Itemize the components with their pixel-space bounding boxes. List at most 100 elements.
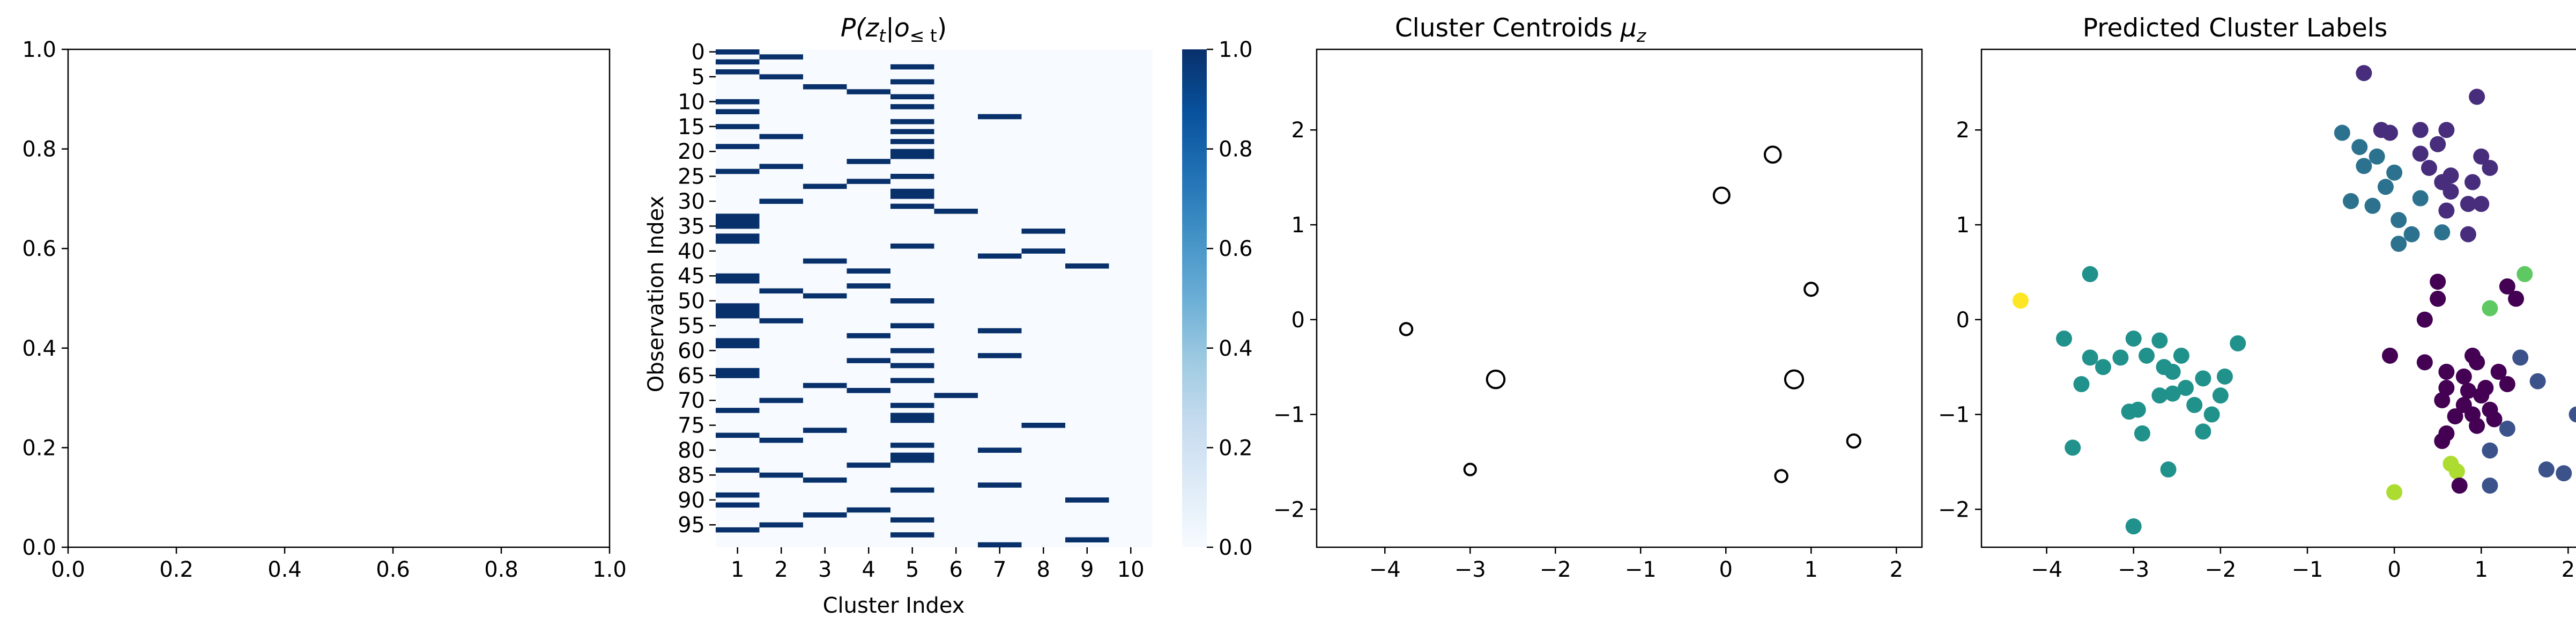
heatmap-ylabel: Observation Index [644,196,669,392]
empty-xtick-label: 1.0 [592,557,627,582]
heatmap-cell [759,164,803,170]
heatmap-cell [890,149,934,155]
heatmap-cell [716,368,760,373]
labeled-point [2139,347,2155,364]
centroids-ytick-label: −2 [1273,497,1305,522]
heatmap-cell [803,477,847,483]
heatmap-cell [716,109,760,114]
heatmap-cell [890,139,934,144]
centroid-point [1463,462,1477,476]
centroid-point [1712,186,1731,204]
heatmap-cell [1021,248,1065,254]
heatmap-ytick-label: 45 [678,264,705,289]
heatmap-xtick-label: 1 [731,557,744,582]
labels-xtick-label: −2 [2204,557,2236,582]
labeled-point [2343,193,2359,209]
heatmap-cell [759,134,803,139]
predicted-labels-title: Predicted Cluster Labels [2083,13,2388,43]
labeled-point [2391,212,2407,229]
heatmap-cell [890,188,934,194]
labeled-point [2538,461,2555,478]
heatmap-cell [890,79,934,85]
heatmap-cell [759,199,803,204]
heatmap-cell [716,124,760,129]
labeled-point [2430,136,2446,152]
centroid-point [1763,145,1782,164]
predicted-labels-panel: Predicted Cluster Labels −4 −3 −2 −1 0 1 2 −2 −1… [1938,13,2576,582]
empty-xtick-label: 0.6 [376,557,410,582]
labeled-point [2151,387,2168,404]
labeled-point [2164,385,2181,402]
colorbar-tick-label: 0.2 [1219,436,1253,460]
centroids-ytick-label: −1 [1273,403,1305,428]
heatmap-ytick-label: 40 [678,239,705,264]
heatmap-cell [716,214,760,219]
heatmap-cell [890,129,934,135]
labeled-point [2160,461,2177,478]
empty-ytick-label: 0.4 [22,336,56,361]
heatmap-cell [847,358,890,363]
heatmap-cell [803,293,847,299]
empty-xtick-label: 0.2 [159,557,194,582]
labels-ytick-label: −2 [1938,497,1970,522]
colorbar-tick-label: 1.0 [1219,38,1253,62]
labeled-point [2469,89,2485,105]
labeled-point [2065,439,2081,456]
heatmap-cell [890,243,934,249]
heatmap-cell [1065,263,1109,269]
heatmap-cell [978,353,1022,358]
heatmap-cell [890,119,934,124]
centroid-point [1774,469,1788,483]
labeled-point [2416,354,2433,371]
centroid-point [1486,369,1506,390]
heatmap-cell [890,64,934,70]
heatmap-xtick-label: 8 [1037,557,1050,582]
heatmap-xtick-label: 3 [818,557,832,582]
labeled-point [2334,124,2350,141]
heatmap-cell [847,333,890,339]
heatmap-panel: P(zt|o≤ t) Cluster Index Observation Ind… [644,13,1253,618]
heatmap-cell [978,114,1022,120]
colorbar-tick-label: 0.6 [1219,237,1253,261]
heatmap-cell [978,482,1022,488]
labeled-point [2125,518,2142,535]
labeled-point [2125,330,2142,347]
labeled-point [2369,148,2385,165]
heatmap-cell [847,388,890,393]
heatmap-xtick-label: 5 [905,557,919,582]
heatmap-cell [759,54,803,60]
labeled-point [2556,465,2572,482]
heatmap-cell [716,338,760,343]
labeled-point [2203,406,2220,423]
labeled-point [2434,392,2451,409]
labels-ytick-label: 1 [1956,213,1970,238]
heatmap-cell [978,542,1022,548]
labeled-point [2186,396,2203,413]
labeled-point [2195,370,2211,387]
labeled-point [2490,363,2507,380]
labeled-point [2377,179,2394,195]
heatmap-ytick-label: 30 [678,189,705,214]
labeled-point [2482,442,2498,459]
heatmap-ytick-label: 15 [678,115,705,139]
labeled-point [2460,196,2476,212]
heatmap-cell [759,437,803,443]
labeled-point [2451,477,2468,494]
labeled-point [2121,403,2137,420]
heatmap-ytick-label: 95 [678,513,705,538]
centroid-point [1846,433,1861,449]
labeled-point [2430,274,2446,290]
centroids-xtick-label: −1 [1625,557,1657,582]
heatmap-cell [890,174,934,179]
centroids-panel: Cluster Centroids μz −4 −3 −2 −1 0 1 2 −2 −1 0 1 2 [1273,13,1923,582]
heatmap-cell [716,343,760,349]
heatmap-ytick-label: 20 [678,139,705,164]
labeled-point [2460,383,2476,399]
heatmap-cell [890,363,934,369]
heatmap-xlabel: Cluster Index [823,593,965,618]
heatmap-cell [716,238,760,244]
centroids-xtick-label: 1 [1805,557,1818,582]
heatmap-cell [978,328,1022,334]
labeled-point [2529,373,2546,390]
colorbar [1182,49,1207,547]
